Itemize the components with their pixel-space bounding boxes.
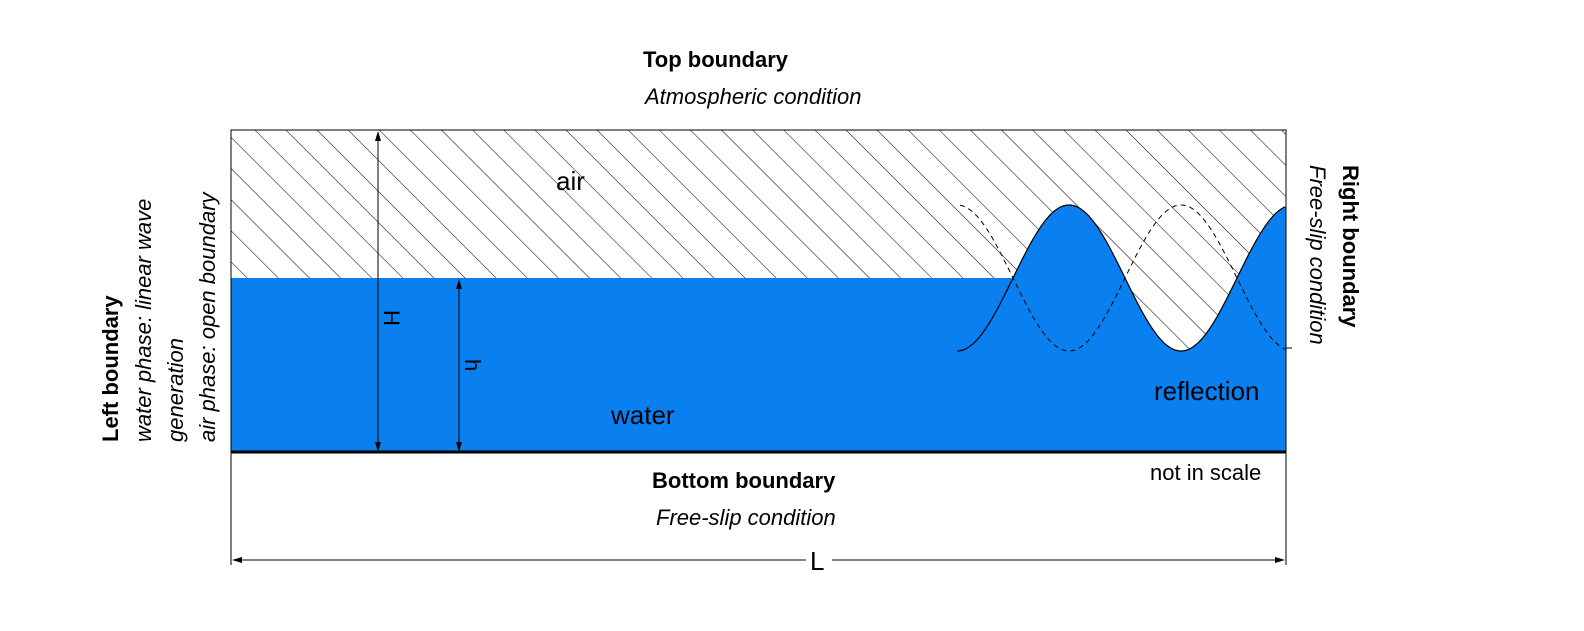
bottom-boundary-title: Bottom boundary — [652, 468, 836, 493]
right-boundary-condition: Free-slip condition — [1305, 165, 1330, 345]
right-boundary-title: Right boundary — [1338, 165, 1363, 328]
top-boundary-condition: Atmospheric condition — [643, 84, 861, 109]
reflection-label: reflection — [1154, 376, 1260, 406]
h-label: h — [460, 359, 485, 371]
left-boundary-air-phase: air phase: open boundary — [195, 190, 220, 442]
incident-wave-line — [956, 204, 1286, 352]
top-boundary-title: Top boundary — [643, 47, 789, 72]
air-label: air — [556, 166, 585, 196]
H-label: H — [379, 310, 404, 326]
water-label: water — [610, 400, 675, 430]
L-label-background — [807, 548, 831, 572]
left-boundary-title: Left boundary — [98, 295, 123, 442]
not-in-scale-note: not in scale — [1150, 460, 1261, 485]
reflected-wave-line — [959, 204, 1287, 352]
bottom-boundary-condition: Free-slip condition — [656, 505, 836, 530]
L-label: L — [810, 546, 824, 576]
left-boundary-water-phase: water phase: linear wave — [131, 199, 156, 442]
left-boundary-generation: generation — [163, 338, 188, 442]
water-region — [231, 205, 1286, 452]
